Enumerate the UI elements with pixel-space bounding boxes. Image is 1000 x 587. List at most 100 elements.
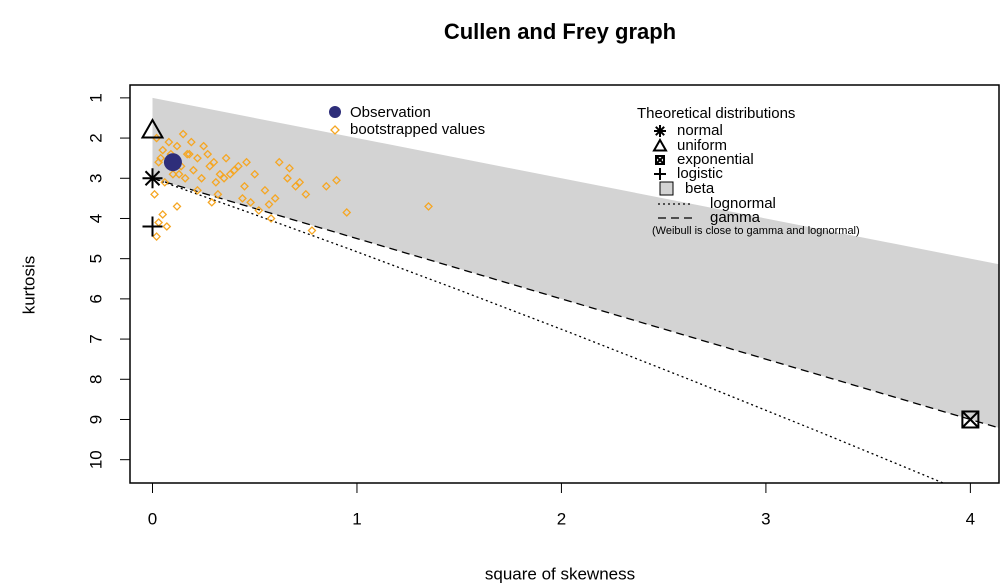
- y-tick-label: 2: [86, 133, 105, 142]
- y-axis-label: kurtosis: [19, 256, 38, 315]
- legend-label: beta: [685, 180, 715, 197]
- bootstrap-point: [164, 137, 174, 147]
- marker-triangle: [140, 118, 165, 139]
- x-tick-label: 3: [761, 509, 770, 528]
- y-tick-label: 9: [86, 415, 105, 424]
- legend-swatch: [659, 181, 674, 196]
- bootstrap-point: [211, 177, 221, 187]
- bootstrap-point: [158, 145, 168, 155]
- legend-label: logistic: [677, 165, 723, 182]
- bootstrap-point: [332, 175, 341, 185]
- y-tick-label: 8: [86, 375, 105, 384]
- bootstrap-point: [291, 181, 301, 191]
- x-tick-label: 4: [966, 509, 975, 528]
- distribution-line: [152, 177, 999, 429]
- bootstrap-point: [266, 214, 276, 223]
- x-tick-label: 0: [148, 509, 157, 528]
- bootstrap-point: [274, 157, 284, 167]
- bootstrap-point: [168, 169, 178, 179]
- bootstrap-point: [174, 169, 184, 179]
- bootstrap-point: [260, 185, 270, 195]
- bootstrap-point: [203, 149, 213, 159]
- x-tick-label: 1: [352, 509, 361, 528]
- plot-area: [140, 97, 999, 483]
- legend-swatch: [330, 125, 340, 135]
- bootstrap-point: [225, 169, 235, 179]
- marker-triangle: [652, 137, 668, 152]
- bootstrap-point: [154, 218, 164, 227]
- bootstrap-point: [209, 157, 219, 167]
- marker-boxed-x: [655, 155, 665, 165]
- bootstrap-point: [150, 189, 159, 199]
- y-tick-label: 5: [86, 254, 105, 263]
- bootstrap-point: [283, 173, 292, 183]
- marker-plus: [654, 168, 666, 180]
- bootstrap-point: [158, 210, 168, 219]
- y-tick-label: 3: [86, 174, 105, 183]
- bootstrap-point: [229, 165, 239, 175]
- y-tick-label: 4: [86, 214, 105, 223]
- bootstrap-point: [215, 169, 225, 179]
- y-tick-label: 10: [86, 450, 105, 469]
- bootstrap-point: [264, 199, 274, 209]
- y-tick-label: 7: [86, 334, 105, 343]
- bootstrap-point: [152, 232, 162, 241]
- marker-shape: [652, 137, 668, 152]
- bootstrap-point: [162, 222, 172, 231]
- plot-frame: [129, 84, 1000, 484]
- legend-title: Theoretical distributions: [637, 105, 795, 122]
- x-tick-label: 2: [557, 509, 566, 528]
- legend-label: gamma: [710, 209, 761, 226]
- bootstrap-point: [172, 201, 182, 211]
- bootstrap-point: [240, 181, 249, 191]
- bootstrap-point: [254, 206, 264, 215]
- legend-label: normal: [677, 122, 723, 139]
- marker-stroke: [655, 155, 665, 165]
- marker-stroke: [655, 126, 665, 136]
- bootstrap-point: [213, 189, 223, 199]
- bootstrap-point: [342, 208, 352, 217]
- legend-swatch: [329, 106, 341, 118]
- bootstrap-point: [188, 165, 198, 175]
- bootstrap-point: [285, 163, 294, 173]
- bootstrap-point: [193, 153, 202, 163]
- marker-stroke: [144, 170, 161, 186]
- bootstrap-point: [156, 153, 166, 163]
- marker-shape: [655, 155, 665, 165]
- legend-label: uniform: [677, 137, 727, 154]
- marker-plus: [142, 216, 163, 237]
- bootstrap-point: [221, 153, 231, 163]
- bootstrap-point: [205, 161, 215, 171]
- marker-asterisk: [142, 168, 163, 189]
- bootstrap-point: [250, 169, 260, 179]
- y-tick-label: 6: [86, 294, 105, 303]
- distribution-line: [152, 177, 945, 483]
- bootstrap-point: [186, 137, 196, 147]
- marker-asterisk: [654, 125, 666, 137]
- bootstrap-point: [295, 177, 305, 187]
- bootstrap-point: [233, 161, 243, 171]
- bootstrap-point: [219, 173, 229, 183]
- legend-label: Observation: [350, 104, 431, 121]
- bootstrap-point: [246, 197, 256, 207]
- bootstrap-point: [424, 201, 433, 211]
- bootstrap-point: [180, 173, 190, 183]
- bootstrap-point: [207, 197, 217, 207]
- marker-shape: [961, 410, 980, 429]
- observation-point: [163, 153, 182, 172]
- beta-region: [152, 97, 999, 428]
- bootstrap-point: [199, 141, 209, 151]
- bootstrap-point: [307, 226, 317, 235]
- marker-boxed-x: [961, 410, 980, 429]
- bootstrap-point: [197, 173, 206, 183]
- bootstrap-point: [238, 193, 247, 203]
- marker-shape: [140, 118, 165, 139]
- x-axis-label: square of skewness: [485, 564, 635, 583]
- legend-label: exponential: [677, 151, 754, 168]
- y-tick-label: 1: [86, 93, 105, 102]
- marker-stroke: [961, 410, 980, 429]
- bootstrap-point: [301, 189, 311, 199]
- bootstrap-point: [178, 129, 188, 139]
- bootstrap-point: [160, 177, 170, 187]
